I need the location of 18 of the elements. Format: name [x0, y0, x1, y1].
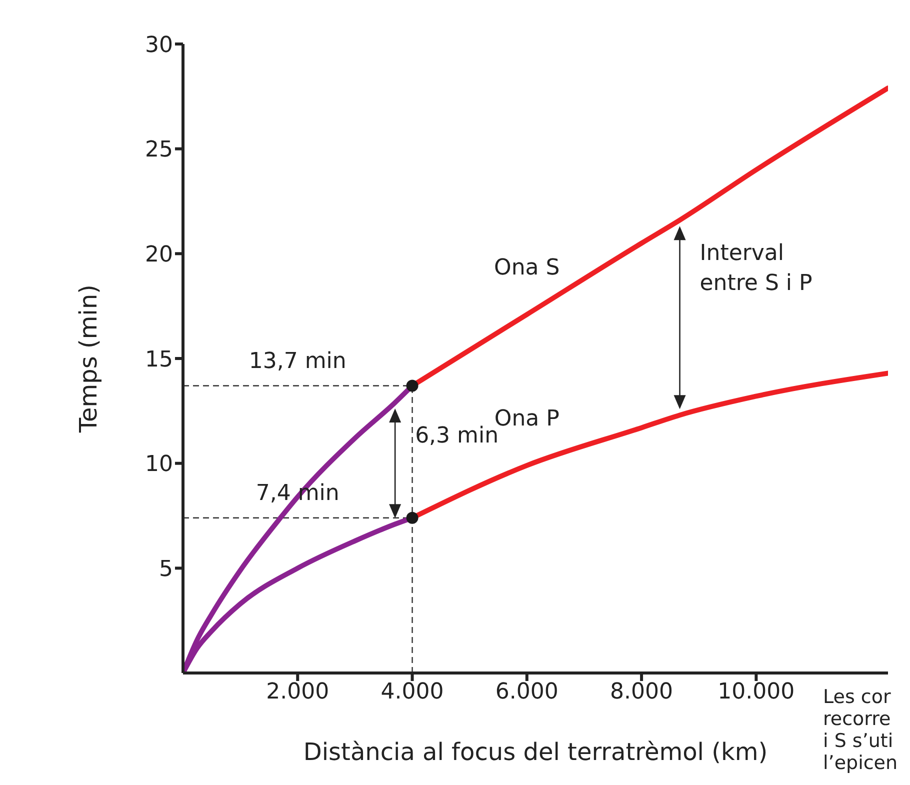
y-tick-label: 10	[145, 452, 173, 478]
annotation: Interval entre S i P	[700, 241, 812, 296]
x-tick-label: 8.000	[610, 680, 674, 705]
x-tick-label: 4.000	[380, 680, 444, 705]
series-label: Ona S	[494, 255, 560, 280]
y-tick-label: 15	[145, 347, 173, 372]
y-tick-label: 20	[145, 242, 173, 268]
y-tick-label: 5	[159, 556, 173, 582]
x-tick-label: 2.000	[266, 680, 330, 705]
text: Les cor recorre i S s’uti l’epicen	[823, 686, 898, 774]
y-axis-title: Temps (min)	[74, 284, 103, 434]
x-tick-label: 6.000	[495, 680, 558, 705]
y-tick-label: 25	[145, 138, 173, 163]
x-tick-label: 10.000	[718, 680, 795, 705]
y-tick-label: 30	[145, 32, 173, 58]
ref-line-label: 7,4 min	[256, 480, 340, 506]
x-axis-title: Distància al focus del terratrèmol (km)	[303, 738, 768, 766]
ref-line-label: 13,7 min	[248, 348, 346, 374]
